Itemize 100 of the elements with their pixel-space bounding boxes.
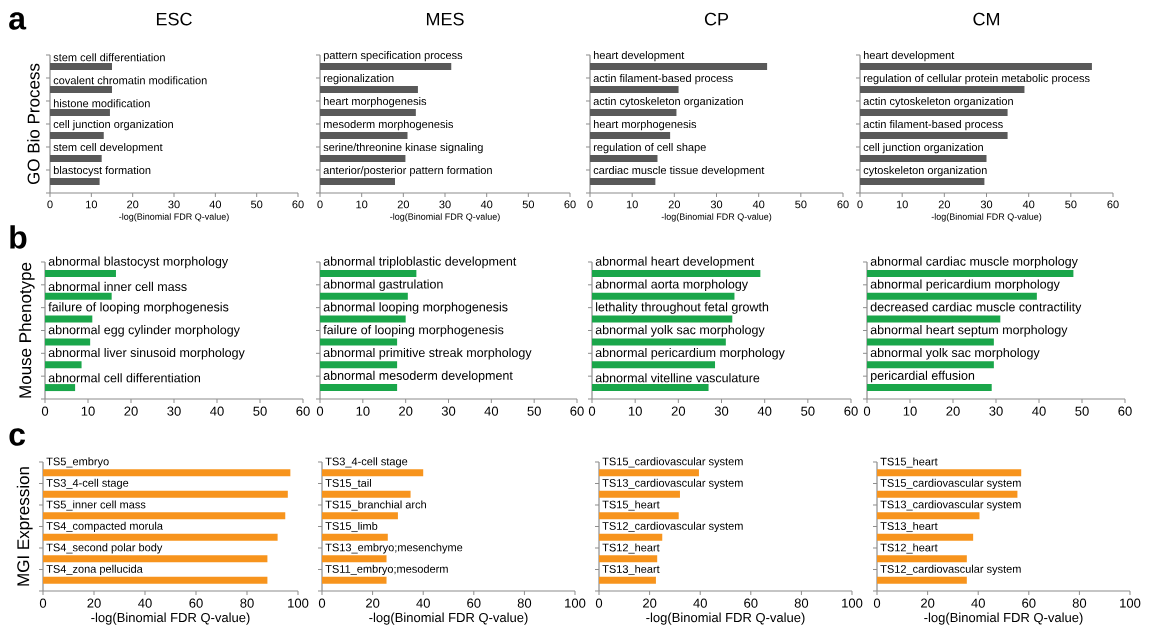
y-tick-label: regionalization <box>323 74 394 85</box>
bar <box>592 384 709 392</box>
y-tick-label: TS3_4-cell stage <box>325 457 408 468</box>
x-tick-label: 20 <box>397 200 410 209</box>
x-tick-label: 40 <box>138 598 152 608</box>
y-tick-label: TS15_branchial arch <box>325 500 426 511</box>
y-tick-label: stem cell differentiation <box>53 53 165 62</box>
x-tick-label: 100 <box>565 598 586 608</box>
text: c <box>9 428 26 446</box>
bar <box>45 292 112 300</box>
x-axis-title: -log(Binomial FDR Q-value) <box>924 612 1083 625</box>
y-tick-label: TS4_zona pellucida <box>46 564 143 576</box>
x-tick-label: 40 <box>480 200 493 209</box>
y-tick-label: abnormal heart development <box>595 256 755 269</box>
bar <box>860 154 987 162</box>
bar <box>320 269 417 277</box>
bar <box>320 338 398 346</box>
x-axis-title: -log(Binomial FDR Q-value) <box>91 612 250 625</box>
bar <box>45 269 116 277</box>
x-tick-label: 60 <box>189 598 203 608</box>
x-tick-label: 40 <box>210 406 224 416</box>
x-axis-title: -log(Binomial FDR Q-value) <box>119 213 229 222</box>
x-tick-label: 60 <box>837 200 849 209</box>
x-tick-label: 10 <box>896 200 908 209</box>
chart-title: MES <box>426 12 464 26</box>
y-tick-label: actin filament-based process <box>593 74 733 85</box>
y-tick-label: heart morphogenesis <box>323 97 427 108</box>
y-tick-label: mesoderm morphogenesis <box>323 120 453 131</box>
y-tick-label: TS15_limb <box>325 521 378 533</box>
bar <box>860 177 985 185</box>
bar <box>860 62 1092 70</box>
bar <box>320 154 406 162</box>
bar <box>320 85 418 93</box>
bar <box>867 384 992 392</box>
x-tick-label: 0 <box>857 200 863 209</box>
bar <box>867 338 994 346</box>
x-tick-label: 60 <box>570 406 584 416</box>
x-tick-label: 60 <box>564 200 576 209</box>
x-tick-label: 20 <box>366 598 380 608</box>
y-tick-label: TS13_embryo;mesenchyme <box>325 543 463 554</box>
x-tick-label: 100 <box>1120 598 1141 608</box>
y-tick-label: serine/threonine kinase signaling <box>323 143 483 154</box>
bar <box>877 469 1022 477</box>
x-tick-label: 0 <box>873 598 881 608</box>
x-tick-label: 30 <box>714 406 729 416</box>
y-tick-label: abnormal yolk sac morphology <box>595 325 765 337</box>
x-tick-label: 80 <box>517 598 532 608</box>
y-tick-label: TS4_second polar body <box>46 543 163 554</box>
bar <box>590 108 677 116</box>
x-tick-label: 100 <box>842 598 863 608</box>
y-tick-label: abnormal egg cylinder morphology <box>48 325 240 337</box>
bar <box>877 555 967 563</box>
x-tick-label: 60 <box>744 598 758 608</box>
x-tick-label: 0 <box>863 406 871 416</box>
text: b <box>10 225 27 249</box>
y-tick-label: TS5_embryo <box>46 457 109 468</box>
y-tick-label: TS15_cardiovascular system <box>880 478 1021 490</box>
bar <box>322 490 411 498</box>
bar <box>45 315 93 323</box>
x-tick-label: 40 <box>693 598 707 608</box>
x-tick-label: 10 <box>81 406 95 416</box>
bar <box>590 177 656 185</box>
text: a <box>9 12 27 30</box>
x-tick-label: 10 <box>356 406 370 416</box>
y-tick-label: heart development <box>593 51 685 62</box>
bar <box>599 469 699 477</box>
bar <box>592 269 761 277</box>
x-tick-label: 0 <box>588 406 596 416</box>
y-tick-label: TS11_embryo;mesoderm <box>325 564 448 576</box>
x-tick-label: 40 <box>1032 406 1046 416</box>
x-tick-label: 40 <box>484 406 499 416</box>
x-tick-label: 0 <box>595 598 603 608</box>
x-tick-label: 60 <box>296 406 310 416</box>
bar <box>599 512 679 520</box>
x-tick-label: 10 <box>356 200 368 209</box>
x-tick-label: 40 <box>416 598 430 608</box>
y-tick-label: TS13_cardiovascular system <box>880 500 1021 511</box>
x-axis-title: -log(Binomial FDR Q-value) <box>646 612 805 625</box>
x-axis-title: -log(Binomial FDR Q-value) <box>661 213 772 222</box>
bar <box>877 576 967 584</box>
x-tick-label: 10 <box>903 406 917 416</box>
bar <box>590 154 658 162</box>
chart-title: ESC <box>156 12 192 26</box>
bar <box>320 131 408 139</box>
x-tick-label: 50 <box>795 200 807 209</box>
y-tick-label: abnormal cardiac muscle morphology <box>870 256 1078 269</box>
x-tick-label: 0 <box>47 200 53 209</box>
x-tick-label: 20 <box>399 406 413 416</box>
x-tick-label: 60 <box>1118 406 1132 416</box>
y-tick-label: abnormal pericardium morphology <box>870 279 1060 292</box>
bar <box>860 131 1008 139</box>
bar <box>867 269 1074 277</box>
x-tick-label: 80 <box>240 598 254 608</box>
y-tick-label: pattern specification process <box>323 51 463 62</box>
bar <box>320 384 398 392</box>
x-tick-label: 60 <box>1022 598 1036 608</box>
y-tick-label: lethality throughout fetal growth <box>596 302 769 314</box>
x-tick-label: 20 <box>87 598 101 608</box>
bar <box>43 533 278 541</box>
bar <box>320 108 416 116</box>
